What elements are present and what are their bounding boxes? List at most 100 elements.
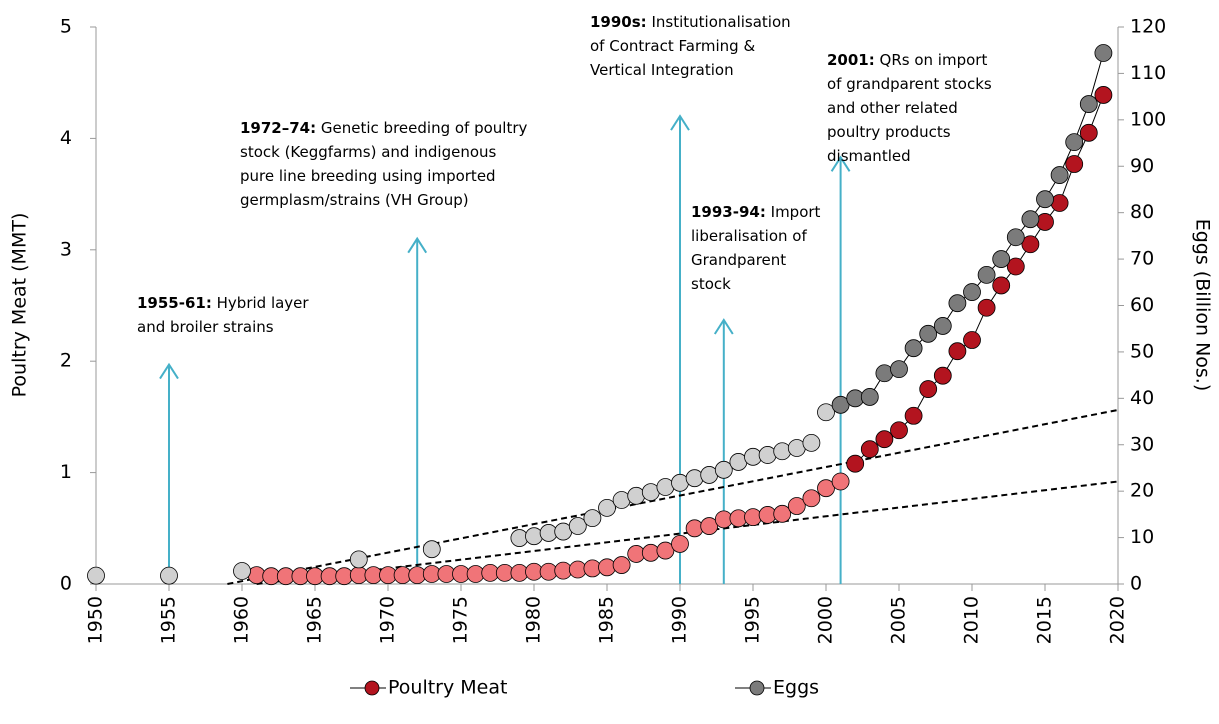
y2-tick-label: 90 [1130, 155, 1154, 177]
annotation-line: of grandparent stocks [827, 75, 992, 93]
point [233, 562, 251, 580]
point [1094, 44, 1113, 62]
x-tick-label: 1960 [231, 596, 253, 644]
x-tick-label: 2020 [1107, 596, 1129, 644]
point [1021, 235, 1040, 254]
y2-tick-label: 20 [1130, 480, 1154, 502]
x-tick-label: 1965 [304, 596, 326, 644]
point [758, 446, 777, 464]
point [802, 433, 821, 452]
point [598, 498, 616, 517]
annotation-line: Grandparent [691, 251, 786, 269]
point [904, 406, 923, 425]
x-tick-label: 1950 [85, 596, 107, 644]
y-tick-label: 3 [60, 238, 72, 260]
annotation-text: 1990s: Institutionalisation [590, 13, 791, 31]
point [802, 489, 821, 508]
annotation-text: and other related [827, 99, 958, 117]
legend-marker [364, 680, 380, 696]
annotation-text: pure line breeding using imported [240, 167, 496, 185]
annotation-text: dismantled [827, 147, 911, 165]
point [977, 265, 996, 284]
y2-tick-label: 70 [1130, 248, 1154, 270]
point [1065, 133, 1084, 152]
x-tick-label: 2000 [815, 596, 837, 644]
legend-marker [749, 680, 765, 696]
annotation-line: stock (Keggfarms) and indigenous [240, 143, 497, 161]
x-tick-label: 1990 [669, 596, 691, 644]
annotation-bold: 1955-61: [137, 294, 212, 312]
annotation-text: stock (Keggfarms) and indigenous [240, 143, 497, 161]
annotation-text: 2001: QRs on import [827, 51, 987, 69]
point [598, 558, 616, 577]
x-tick-label: 2005 [888, 596, 910, 644]
y2-axis-label: Eggs (Billion Nos.) [1192, 219, 1214, 392]
annotation-text: 1955-61: Hybrid layer [137, 294, 309, 312]
trend-line [227, 408, 1119, 585]
point [568, 517, 587, 535]
point [1079, 95, 1098, 113]
annotation-line: germplasm/strains (VH Group) [240, 191, 469, 209]
annotation-text: liberalisation of [691, 227, 807, 245]
y2-tick-label: 100 [1130, 108, 1166, 130]
arrow-head [670, 114, 690, 131]
point [87, 566, 105, 585]
point [744, 508, 762, 527]
annotation-line: and broiler strains [137, 318, 274, 336]
point [919, 380, 938, 398]
annotation-line: liberalisation of [691, 227, 807, 245]
y-tick-label: 1 [60, 461, 72, 483]
annotation-line: stock [691, 275, 731, 293]
point [860, 440, 879, 459]
point [612, 556, 631, 574]
y-axis-label: Poultry Meat (MMT) [9, 213, 31, 398]
y-tick-label: 4 [60, 127, 72, 149]
annotation-line: and other related [827, 99, 958, 117]
point [700, 517, 719, 535]
point [1021, 210, 1040, 229]
point [685, 469, 704, 488]
x-tick-label: 1955 [158, 596, 180, 644]
annotation-line: Hybrid layer [217, 294, 310, 312]
y2-tick-label: 0 [1130, 573, 1142, 595]
y2-tick-label: 110 [1130, 62, 1166, 84]
point [525, 527, 543, 546]
point [773, 442, 792, 461]
legend-label: Eggs [773, 677, 819, 699]
point [817, 403, 835, 422]
point [1079, 123, 1098, 142]
point [641, 543, 660, 562]
arrow-head [713, 318, 734, 335]
y2-tick-label: 80 [1130, 201, 1154, 223]
annotation-text: 1972–74: Genetic breeding of poultry [240, 119, 528, 137]
annotation-line: poultry products [827, 123, 951, 141]
point [160, 566, 178, 585]
point [948, 342, 967, 361]
point [875, 430, 894, 449]
legend-label: Poultry Meat [388, 677, 507, 699]
annotation-text: of grandparent stocks [827, 75, 992, 93]
annotation-line: dismantled [827, 147, 911, 165]
arrow-head [159, 362, 179, 380]
point [933, 317, 952, 335]
annotation-bold: 1990s: [590, 13, 647, 31]
annotation-line: Vertical Integration [590, 61, 734, 79]
point [831, 395, 850, 414]
point [1036, 213, 1054, 231]
annotation-text: of Contract Farming & [590, 37, 755, 55]
y-tick-label: 2 [60, 350, 72, 372]
point [773, 504, 792, 523]
annotation-line: QRs on import [880, 51, 988, 69]
y2-tick-label: 120 [1130, 16, 1166, 38]
point [685, 519, 704, 538]
annotation-text: Grandparent [691, 251, 786, 269]
point [714, 460, 733, 479]
point [890, 421, 908, 440]
annotation-line: Institutionalisation [651, 13, 790, 31]
annotation-text: stock [691, 275, 731, 293]
y2-tick-label: 40 [1130, 387, 1154, 409]
arrow-head [407, 236, 428, 254]
point [817, 479, 835, 498]
y2-tick-label: 50 [1130, 340, 1154, 362]
